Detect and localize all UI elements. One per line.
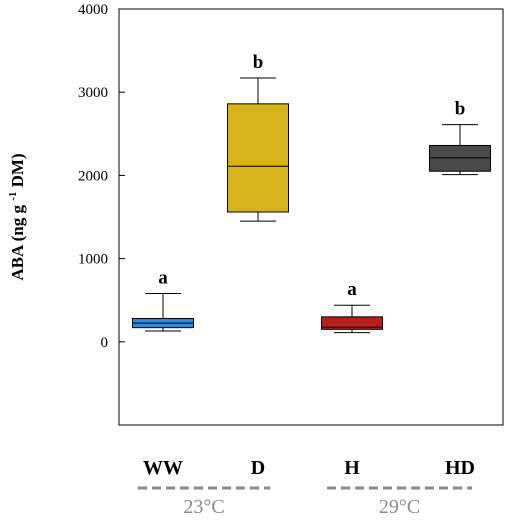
box-h — [321, 304, 383, 334]
significance-letter: a — [347, 279, 357, 300]
y-axis-title-suffix: DM) — [8, 153, 27, 191]
box-series — [132, 77, 491, 334]
plot-frame — [118, 8, 504, 426]
significance-letter: b — [253, 52, 264, 73]
box-d — [227, 77, 289, 222]
y-tick-label: 1000 — [78, 252, 108, 268]
significance-letter: b — [455, 99, 466, 120]
significance-letter: a — [158, 268, 168, 289]
category-label: HD — [445, 457, 475, 479]
y-axis-title-superscript: -1 — [7, 192, 19, 201]
box-iqr — [227, 103, 289, 213]
y-tick-label: 0 — [101, 335, 109, 351]
box-ww — [132, 293, 194, 332]
y-axis-title: ABA (ng g -1 DM) — [7, 153, 27, 280]
box-iqr — [321, 316, 383, 330]
group-temperature-label: 29°C — [379, 496, 420, 518]
y-tick-label: 4000 — [78, 2, 108, 18]
y-axis-title-prefix: ABA (ng g — [8, 201, 27, 281]
temperature-groups: 23°C 29°C — [138, 486, 472, 518]
category-label: WW — [143, 457, 183, 479]
category-label: D — [251, 457, 265, 479]
box-hd — [429, 124, 491, 176]
y-axis-ticks: 0 1000 2000 3000 4000 — [78, 2, 125, 351]
y-tick-label: 2000 — [78, 168, 108, 184]
significance-letters: a b a b — [158, 52, 465, 300]
category-label: H — [344, 457, 360, 479]
y-tick-label: 3000 — [78, 85, 108, 101]
group-temperature-label: 23°C — [183, 496, 224, 518]
category-labels: WW D H HD — [143, 457, 475, 479]
